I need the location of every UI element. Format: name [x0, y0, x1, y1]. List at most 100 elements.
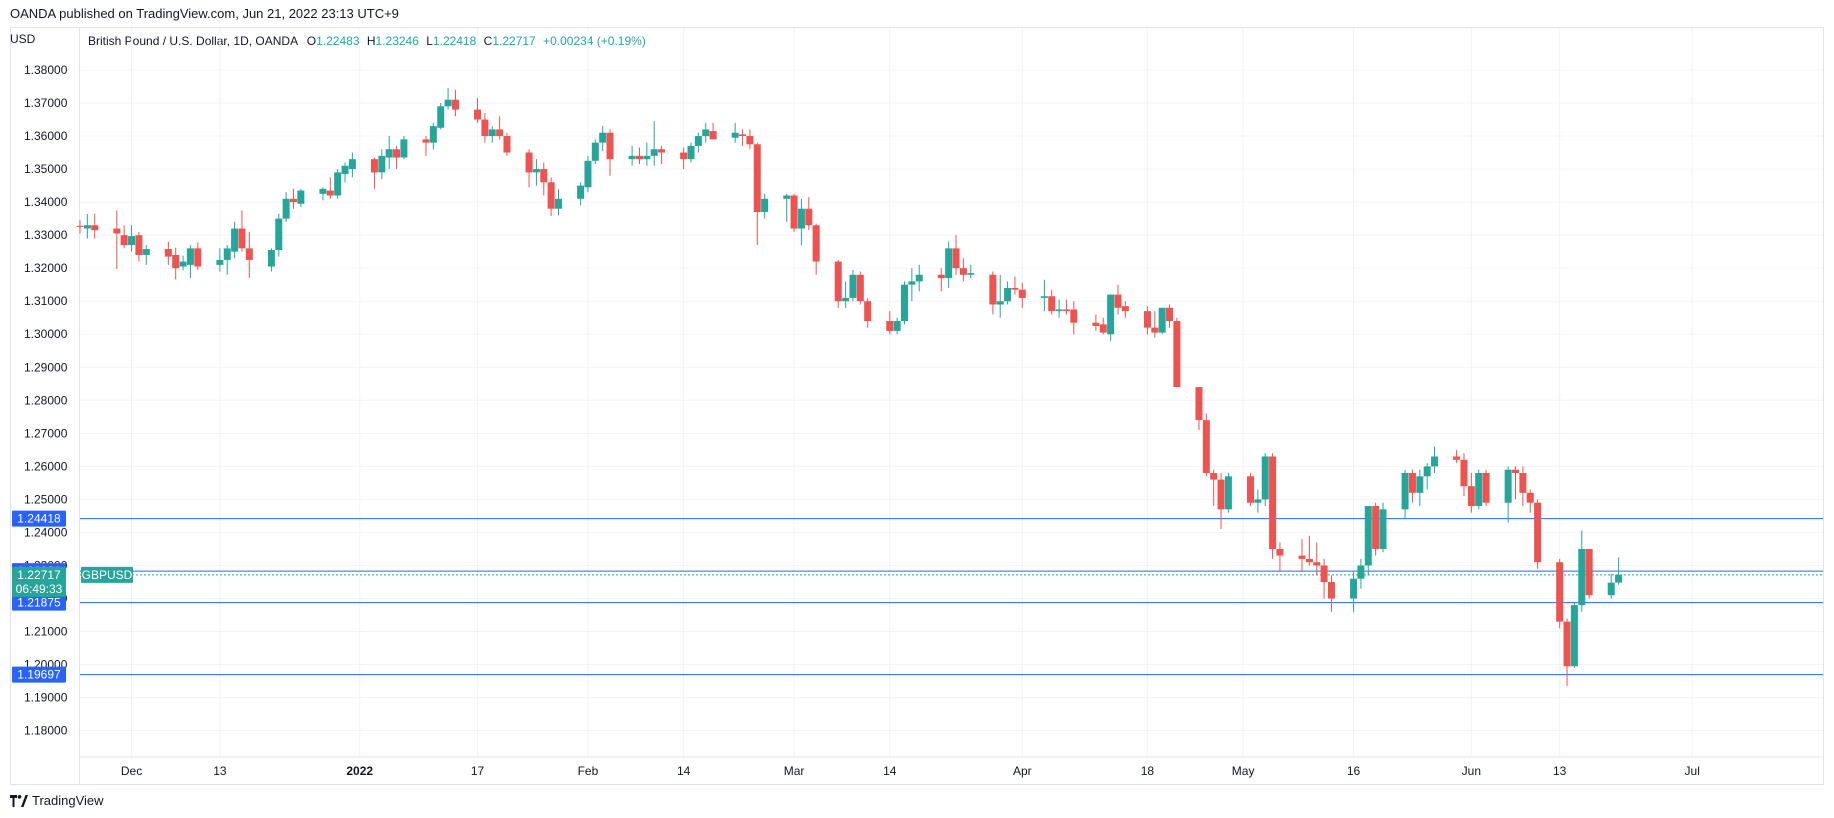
- candle-body: [370, 159, 378, 173]
- x-tick-label: Jul: [1685, 764, 1700, 778]
- candle-body: [437, 106, 445, 128]
- candle-body: [834, 261, 842, 302]
- candle-body: [1460, 459, 1468, 487]
- x-tick-label: Mar: [784, 764, 805, 778]
- x-tick-label: 13: [213, 764, 227, 778]
- candle-body: [1158, 307, 1166, 333]
- candle-body: [687, 145, 695, 160]
- x-tick-label: 14: [883, 764, 897, 778]
- candle-body: [1534, 502, 1542, 563]
- candle-body: [1276, 548, 1284, 556]
- x-tick-label: 14: [677, 764, 691, 778]
- candle-body: [1482, 472, 1490, 503]
- candle-body: [186, 248, 194, 265]
- candle-body: [628, 155, 636, 160]
- candle-body: [967, 273, 975, 275]
- candle-body: [635, 155, 643, 160]
- candle-body: [378, 155, 386, 173]
- candle-body: [532, 169, 540, 173]
- candle-body: [481, 119, 489, 137]
- candle-body: [1166, 307, 1174, 322]
- x-tick-label: Jun: [1462, 764, 1481, 778]
- candle-body: [113, 228, 121, 234]
- candle-body: [1224, 476, 1232, 510]
- candle-body: [194, 248, 202, 267]
- currency-label: USD: [10, 32, 36, 46]
- candle-body: [503, 136, 511, 153]
- candle-body: [901, 284, 908, 322]
- candle-body: [893, 321, 901, 331]
- candle-body: [1121, 306, 1129, 312]
- y-tick-label: 1.24000: [24, 525, 68, 539]
- candle-body: [275, 218, 283, 251]
- x-tick-label: Dec: [121, 764, 142, 778]
- candle-body: [1055, 309, 1063, 312]
- candle-body: [1475, 472, 1483, 507]
- candle-body: [267, 250, 275, 267]
- candle-body: [1364, 506, 1372, 566]
- candle-body: [1615, 574, 1623, 583]
- y-tick-label: 1.28000: [24, 393, 68, 407]
- candle-body: [1467, 486, 1475, 507]
- x-tick-label: 13: [1553, 764, 1567, 778]
- candle-body: [1261, 456, 1269, 500]
- legend-close: C1.22717: [483, 34, 536, 48]
- candle-body: [238, 228, 246, 249]
- candle-body: [1151, 327, 1159, 333]
- candle-body: [488, 129, 496, 137]
- candle-body: [1431, 456, 1439, 467]
- candle-body: [1578, 548, 1586, 606]
- candle-body: [584, 160, 592, 188]
- y-tick-label: 1.31000: [24, 294, 68, 308]
- candle-body: [1202, 420, 1210, 473]
- countdown-label: 06:49:33: [16, 582, 63, 596]
- legend-low: L1.22418: [426, 34, 477, 48]
- candle-body: [599, 132, 607, 143]
- candle-body: [1092, 322, 1100, 326]
- candle-body: [1173, 321, 1181, 388]
- candle-body: [753, 144, 761, 213]
- candle-body: [444, 99, 452, 107]
- y-tick-label: 1.35000: [24, 162, 68, 176]
- candle-body: [1416, 476, 1424, 493]
- candle-body: [1048, 296, 1056, 312]
- candle-body: [83, 225, 91, 229]
- candle-body: [1217, 479, 1225, 510]
- candle-body: [790, 195, 798, 229]
- x-tick-label: Feb: [578, 764, 599, 778]
- candle-body: [1070, 309, 1078, 323]
- candle-body: [334, 172, 342, 196]
- candle-body: [496, 129, 504, 137]
- candle-body: [223, 248, 231, 260]
- candle-body: [1372, 506, 1380, 549]
- candle-body: [1040, 296, 1048, 298]
- candle-body: [650, 149, 658, 156]
- candle-body: [1327, 582, 1335, 599]
- candle-body: [1269, 456, 1277, 549]
- y-tick-label: 1.27000: [24, 426, 68, 440]
- candle-body: [142, 249, 150, 255]
- x-tick-label: May: [1232, 764, 1255, 778]
- hline-price-label: 1.19697: [17, 668, 61, 682]
- candle-body: [422, 139, 430, 143]
- candle-body: [694, 136, 702, 146]
- candle-body: [1357, 565, 1365, 579]
- candle-body: [1408, 472, 1416, 493]
- candle-body: [120, 235, 128, 246]
- symbol-tag: [81, 566, 133, 583]
- candle-body: [915, 274, 923, 282]
- candle-body: [959, 268, 967, 275]
- candle-body: [1379, 509, 1387, 549]
- y-tick-label: 1.19000: [24, 691, 68, 705]
- candle-body: [128, 236, 136, 246]
- candle-body: [1011, 287, 1019, 290]
- chart-frame: [10, 27, 1824, 785]
- candle-body: [1556, 562, 1564, 622]
- candle-body: [739, 134, 747, 137]
- candle-body: [797, 208, 805, 229]
- candle-body: [591, 142, 599, 161]
- y-tick-label: 1.32000: [24, 261, 68, 275]
- candle-body: [179, 261, 187, 267]
- legend-change: +0.00234 (+0.19%): [543, 34, 646, 48]
